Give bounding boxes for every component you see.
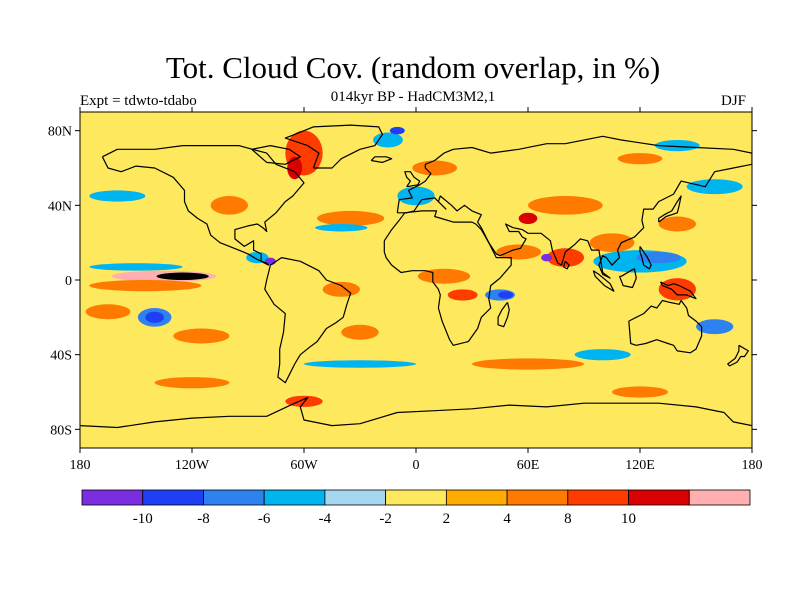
lat-tick-label: 40N	[48, 199, 72, 214]
map-subtitle: 014kyr BP - HadCM3M2,1	[330, 89, 496, 105]
anomaly-patch	[89, 263, 183, 271]
colorbar-swatch	[324, 489, 387, 506]
lon-tick-label: 60E	[517, 458, 540, 473]
anomaly-patch	[89, 280, 202, 292]
anomaly-patch	[612, 386, 668, 398]
anomaly-patch	[341, 324, 379, 340]
colorbar-swatch	[445, 489, 508, 506]
anomaly-patch	[658, 278, 696, 301]
lat-tick-label: 80S	[50, 423, 72, 438]
baffin-island-coast	[251, 145, 301, 165]
greenland-coast	[284, 124, 383, 169]
colorbar-label: 10	[621, 511, 636, 527]
new-guinea-coast	[659, 281, 697, 300]
anomaly-patch	[145, 311, 165, 323]
antarctica-coast	[80, 397, 752, 429]
south-america-coast	[264, 257, 352, 384]
anomaly-patch	[546, 248, 584, 267]
lat-tick-label: 40S	[50, 349, 72, 364]
colorbar-label: -2	[379, 511, 392, 527]
lat-tick-label: 0	[65, 274, 72, 289]
anomaly-patch	[287, 156, 303, 180]
uk-coast	[404, 171, 421, 188]
colorbar-label: -4	[319, 511, 332, 527]
anomaly-patch	[472, 358, 584, 370]
anomaly-patch	[589, 233, 635, 253]
colorbar-swatch	[688, 489, 751, 506]
anomaly-patch	[154, 377, 230, 389]
coastlines	[80, 124, 752, 429]
colorbar-label: -10	[133, 511, 153, 527]
lat-tick-label: 80N	[48, 125, 72, 140]
anomaly-patch	[397, 186, 435, 206]
anomaly-patch	[210, 196, 248, 215]
colorbar-label: 4	[503, 511, 511, 527]
season-label: DJF	[721, 93, 747, 109]
australia-coast	[628, 299, 703, 354]
colorbar: -10 -8 -6 -4 -2 2 4 8 10	[81, 489, 751, 527]
lon-tick-label: 180	[70, 458, 91, 473]
japan-coast	[658, 195, 682, 223]
lon-tick-label: 120E	[625, 458, 655, 473]
anomaly-patch	[317, 210, 385, 226]
colorbar-label: 2	[443, 511, 451, 527]
borneo-coast	[618, 268, 637, 289]
anomaly-patch	[322, 281, 361, 297]
anomaly-patch	[686, 179, 743, 195]
anomaly-patch	[496, 244, 542, 260]
anomaly-patch	[315, 224, 368, 232]
colorbar-swatch	[628, 489, 690, 506]
lon-tick-label: 120W	[175, 458, 210, 473]
anomaly-patch	[447, 289, 478, 301]
colorbar-swatch	[203, 489, 265, 506]
africa-coast	[383, 210, 512, 346]
anomaly-patch	[696, 319, 734, 335]
lon-tick-label: 0	[413, 458, 420, 473]
anomaly-patch	[85, 304, 131, 320]
anomaly-patch	[304, 360, 416, 368]
colorbar-label: -8	[197, 511, 210, 527]
anomaly-patch	[173, 328, 230, 344]
anomaly-patch	[412, 160, 458, 176]
anomaly-patch	[541, 253, 553, 262]
anomaly-patch	[373, 132, 403, 148]
anomaly-patch	[389, 126, 405, 135]
anomaly-patch	[636, 252, 682, 264]
eurasia-coast	[396, 135, 752, 279]
colorbar-label: 8	[564, 511, 572, 527]
colorbar-label: -6	[258, 511, 271, 527]
colorbar-swatch	[142, 489, 204, 506]
lon-tick-label: 60W	[290, 458, 318, 473]
anomaly-layer	[85, 126, 743, 407]
sri-lanka-coast	[562, 260, 570, 270]
anomaly-patch	[658, 216, 696, 232]
anomaly-patch	[518, 212, 538, 224]
colorbar-swatch	[263, 489, 326, 506]
new-zealand-coast	[727, 344, 749, 367]
anomaly-patch	[89, 190, 146, 202]
map-title: Tot. Cloud Cov. (random overlap, in %)	[165, 50, 661, 85]
anomaly-patch	[156, 272, 209, 280]
north-america-coast	[101, 145, 305, 266]
iceland-coast	[370, 156, 393, 163]
lon-tick-label: 180	[742, 458, 763, 473]
colorbar-swatch	[506, 489, 569, 506]
philippines-coast	[639, 246, 652, 270]
anomaly-patch	[528, 196, 603, 215]
sumatra-coast	[592, 270, 615, 292]
anomaly-patch	[574, 349, 631, 361]
anomaly-patch	[654, 140, 700, 152]
anomaly-patch	[498, 291, 514, 299]
anomaly-patch	[246, 252, 269, 264]
madagascar-coast	[497, 302, 510, 328]
colorbar-swatch	[81, 489, 144, 506]
axis-ticks: 180 120W 60W 0 60E 120E 180 80N 40N 0 40S 80S	[48, 107, 763, 473]
experiment-label: Expt = tdwto-tdabo	[80, 93, 197, 109]
colorbar-swatch	[385, 489, 447, 506]
anomaly-patch	[617, 153, 663, 165]
colorbar-swatch	[567, 489, 629, 506]
